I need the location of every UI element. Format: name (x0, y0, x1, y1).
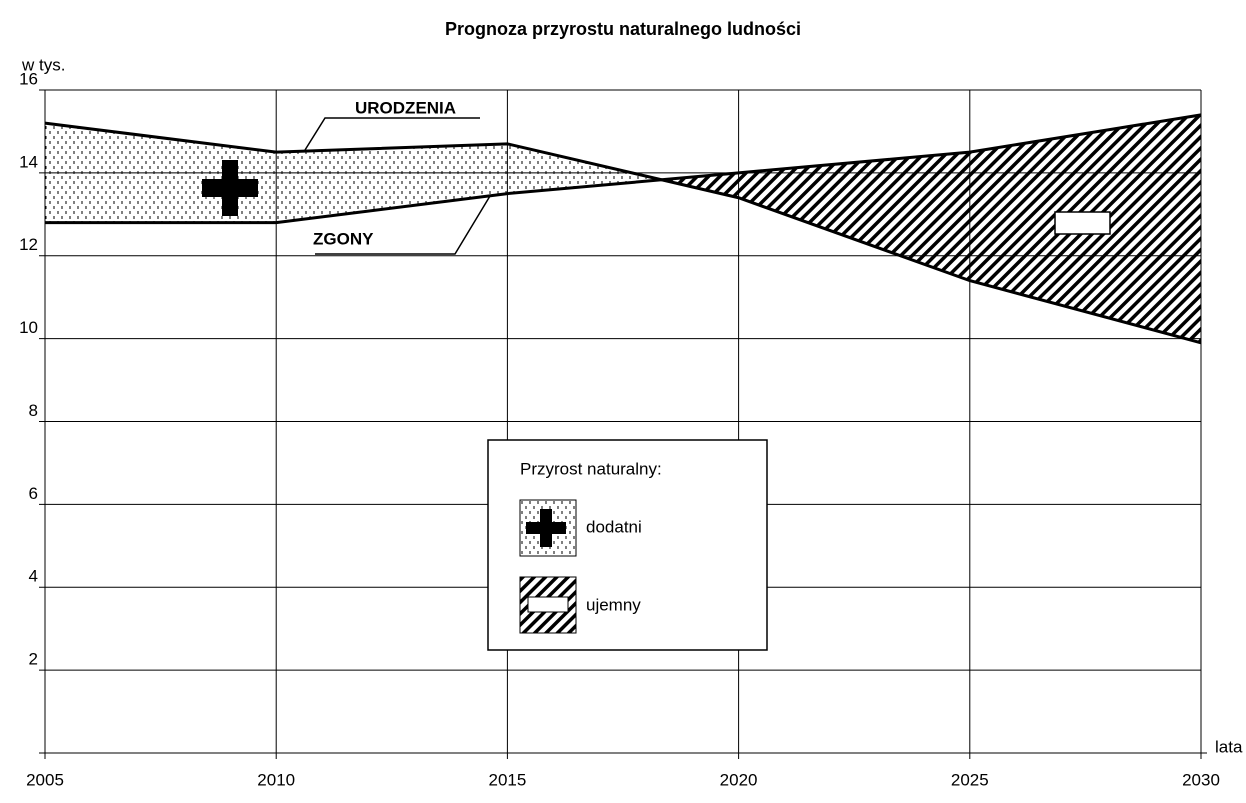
series-line (45, 113, 1202, 225)
x-tick-label: 2025 (951, 770, 989, 789)
chart-title: Prognoza przyrostu naturalnego ludności (445, 19, 801, 39)
x-tick-label: 2020 (720, 770, 758, 789)
areas (45, 114, 1201, 343)
y-tick-label: 8 (29, 401, 38, 420)
series-line (44, 121, 1202, 345)
y-tick-label: 2 (29, 650, 38, 669)
lines (44, 113, 1202, 345)
leader-line (304, 117, 480, 151)
legend-title: Przyrost naturalny: (520, 459, 662, 478)
legend-minus (527, 596, 569, 613)
births-label: URODZENIA (355, 98, 456, 117)
legend-entry: ujemny (586, 595, 641, 614)
x-axis-label: lata (1215, 737, 1243, 756)
y-tick-label: 16 (19, 69, 38, 88)
y-tick-label: 10 (19, 318, 38, 337)
x-tick-label: 2015 (488, 770, 526, 789)
x-tick-label: 2030 (1182, 770, 1220, 789)
y-tick-label: 6 (29, 484, 38, 503)
legend: Przyrost naturalny: dodatni ujemny (487, 439, 768, 651)
x-tick-label: 2010 (257, 770, 295, 789)
minus-symbol (1054, 211, 1111, 235)
legend-entry: dodatni (586, 517, 642, 536)
y-tick-label: 4 (29, 567, 38, 586)
y-tick-label: 12 (19, 235, 38, 254)
leader-line (315, 195, 491, 255)
legend-plus (526, 509, 566, 547)
plus-symbol (202, 160, 258, 216)
y-axis-label: w tys. (21, 55, 65, 74)
deaths-label: ZGONY (313, 229, 374, 248)
x-tick-label: 2005 (26, 770, 64, 789)
y-tick-label: 14 (19, 152, 38, 171)
